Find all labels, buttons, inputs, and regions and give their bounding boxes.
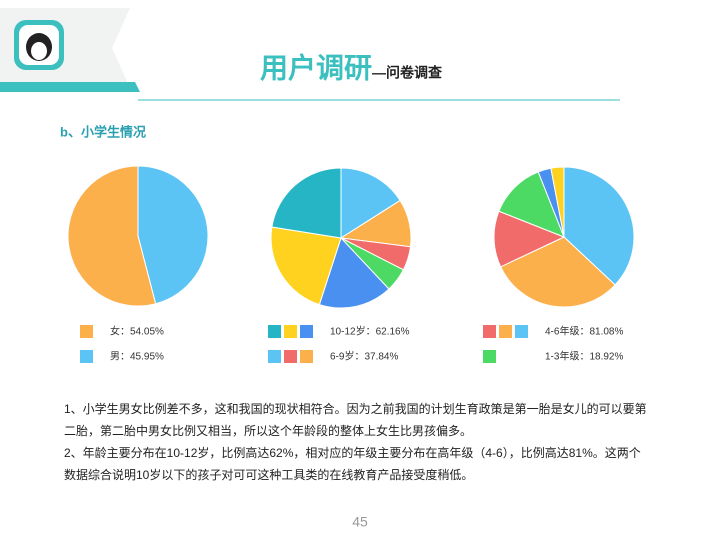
legend-swatch [483, 350, 496, 363]
legend-swatch [515, 325, 528, 338]
legend-label: 女：54.05% [110, 325, 164, 338]
legend-swatch [268, 350, 281, 363]
page-number: 45 [352, 514, 368, 530]
legend-swatch [80, 325, 93, 338]
pie-slice [550, 166, 565, 238]
legend-swatch [268, 325, 281, 338]
pie-slice [340, 167, 401, 239]
pie-slice [271, 167, 342, 239]
legend-swatch [300, 350, 313, 363]
page-title: 用户调研 [260, 51, 372, 83]
body-text: 1、小学生男女比例差不多，这和我国的现状相符合。因为之前我国的计划生育政策是第一… [64, 401, 647, 416]
pie-slice [499, 236, 616, 308]
penguin-belly [31, 42, 47, 60]
legend-swatch [499, 325, 512, 338]
legend-swatch [284, 325, 297, 338]
body-text: 二胎，第二胎中男女比例又相当，所以这个年龄段的整体上女生比男孩偏多。 [64, 423, 472, 438]
body-text: 数据综合说明10岁以下的孩子对可可这种工具类的在线教育产品接受度稍低。 [64, 467, 473, 482]
body-text: 2、年龄主要分布在10-12岁，比例高达62%，相对应的年级主要分布在高年级（4… [64, 445, 641, 460]
legend-label: 男：45.95% [110, 351, 164, 363]
section-heading: b、小学生情况 [60, 124, 146, 139]
pie-slice [493, 210, 566, 268]
pie-slice [498, 171, 565, 238]
page-subtitle: —问卷调查 [372, 65, 443, 81]
legend-swatch [284, 350, 297, 363]
legend-label: 1-3年级：18.92% [545, 350, 623, 363]
legend-label: 10-12岁：62.16% [330, 325, 410, 338]
pie-slice [137, 165, 209, 305]
legend-swatch [483, 325, 496, 338]
legend-swatch [300, 325, 313, 338]
legend-swatch [80, 350, 93, 363]
legend-label: 4-6年级：81.08% [545, 325, 623, 338]
pie-slice [270, 226, 342, 306]
pie-slice [318, 237, 390, 309]
legend-label: 6-9岁：37.84% [330, 350, 398, 363]
header-ribbon-edge [0, 82, 140, 92]
pie-slice [67, 165, 157, 307]
pie-slice [563, 166, 635, 286]
